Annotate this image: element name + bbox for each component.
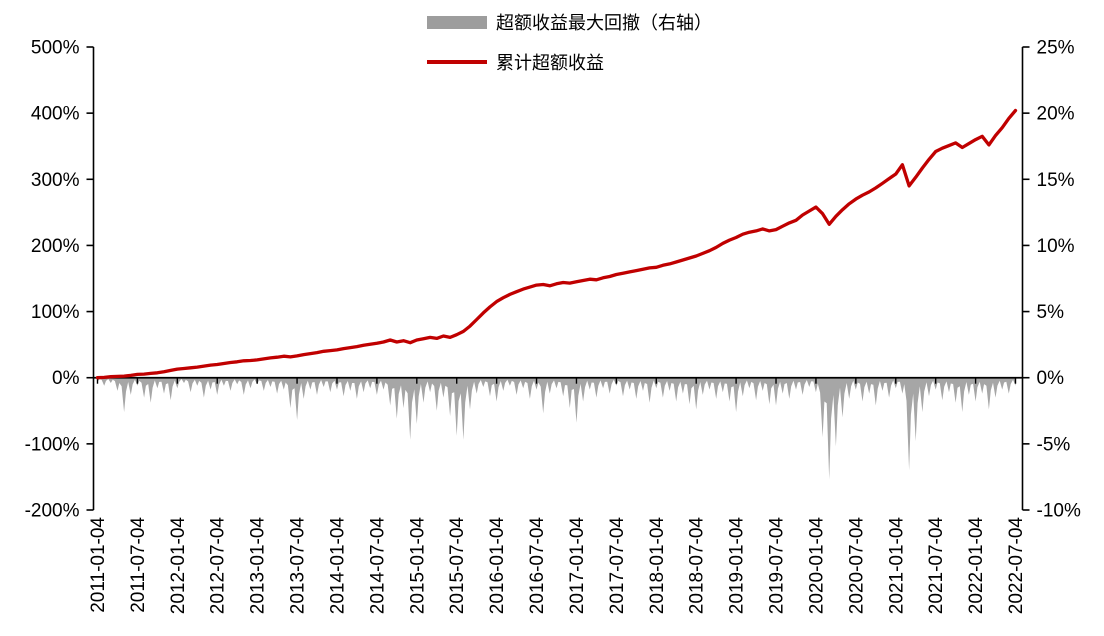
right-axis-tick-label: 15% — [1037, 170, 1075, 191]
x-axis-tick-label: 2018-01-04 — [647, 517, 668, 615]
left-axis-tick-label: 0% — [52, 368, 80, 389]
right-axis-tick-label: 10% — [1037, 236, 1075, 257]
x-axis-tick-label: 2020-07-04 — [846, 517, 867, 615]
x-axis-tick-label: 2018-07-04 — [687, 517, 708, 615]
right-axis-tick-label: -5% — [1037, 434, 1071, 455]
left-axis-tick-label: 500% — [31, 38, 80, 59]
x-axis-tick-label: 2012-07-04 — [208, 517, 229, 615]
left-axis-tick-label: 300% — [31, 170, 80, 191]
x-axis-tick-label: 2017-01-04 — [567, 517, 588, 615]
left-axis-tick-label: -200% — [25, 501, 80, 522]
left-axis-tick-label: 200% — [31, 236, 80, 257]
x-axis-tick-label: 2019-01-04 — [727, 517, 748, 615]
x-axis-tick-label: 2011-07-04 — [128, 517, 149, 613]
x-axis-tick-label: 2012-01-04 — [168, 517, 189, 615]
legend-item-cumulative: 累计超额收益 — [427, 52, 712, 73]
x-axis-tick-label: 2014-07-04 — [367, 517, 388, 615]
x-axis-tick-label: 2015-07-04 — [447, 517, 468, 615]
x-axis-tick-label: 2011-01-04 — [88, 517, 109, 613]
x-axis-tick-label: 2022-01-04 — [966, 517, 987, 615]
right-axis-tick-label: -10% — [1037, 501, 1081, 522]
legend-swatch-cumulative-line — [427, 60, 487, 64]
x-axis-tick-label: 2013-01-04 — [248, 517, 269, 615]
x-axis-tick-label: 2021-01-04 — [886, 517, 907, 615]
x-axis-tick-label: 2022-07-04 — [1006, 517, 1027, 615]
x-axis-tick-label: 2016-07-04 — [527, 517, 548, 615]
legend-label-drawdown: 超额收益最大回撤（右轴） — [496, 13, 712, 33]
left-axis-tick-label: 100% — [31, 302, 80, 323]
right-axis-tick-label: 5% — [1037, 302, 1065, 323]
x-axis-tick-label: 2019-07-04 — [767, 517, 788, 615]
x-axis-tick-label: 2021-07-04 — [926, 517, 947, 615]
chart-legend: 超额收益最大回撤（右轴） 累计超额收益 — [427, 12, 712, 73]
left-axis-tick-label: -100% — [25, 434, 80, 455]
x-axis-tick-label: 2013-07-04 — [288, 517, 309, 615]
right-axis-tick-label: 20% — [1037, 104, 1075, 125]
drawdown-area — [97, 377, 1016, 480]
x-axis-tick-label: 2015-01-04 — [407, 517, 428, 615]
right-axis-tick-label: 0% — [1037, 368, 1065, 389]
cumulative-excess-return-line — [95, 108, 1018, 380]
x-axis-tick-label: 2017-07-04 — [607, 517, 628, 615]
x-axis-tick-label: 2014-01-04 — [328, 517, 349, 615]
legend-item-drawdown: 超额收益最大回撤（右轴） — [427, 12, 712, 33]
left-axis-tick-label: 400% — [31, 104, 80, 125]
x-axis-tick-label: 2020-01-04 — [806, 517, 827, 615]
legend-swatch-drawdown-bar — [427, 15, 487, 29]
legend-label-cumulative: 累计超额收益 — [496, 53, 604, 73]
right-axis-tick-label: 25% — [1037, 38, 1075, 59]
x-axis-tick-label: 2016-01-04 — [487, 517, 508, 615]
